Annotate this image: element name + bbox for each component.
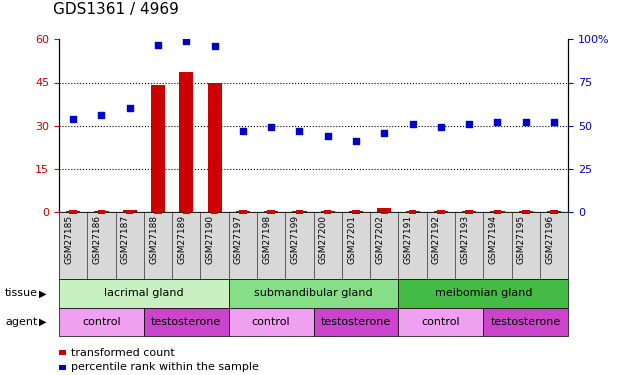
Text: GSM27189: GSM27189 bbox=[178, 215, 186, 264]
Text: control: control bbox=[422, 316, 460, 327]
Point bbox=[465, 121, 474, 127]
Bar bbox=[236, 211, 250, 212]
Point bbox=[125, 105, 135, 111]
Bar bbox=[547, 211, 561, 212]
Bar bbox=[434, 211, 448, 212]
Text: GSM27201: GSM27201 bbox=[347, 215, 356, 264]
Point bbox=[153, 42, 163, 48]
Text: GSM27199: GSM27199 bbox=[291, 215, 299, 264]
Text: lacrimal gland: lacrimal gland bbox=[104, 288, 184, 298]
Bar bbox=[207, 82, 222, 212]
Text: testosterone: testosterone bbox=[151, 316, 222, 327]
Bar bbox=[264, 211, 278, 212]
Text: GSM27190: GSM27190 bbox=[206, 215, 215, 264]
Point bbox=[436, 124, 446, 130]
Point bbox=[238, 128, 248, 134]
Point bbox=[68, 116, 78, 122]
Bar bbox=[320, 211, 335, 212]
Text: percentile rank within the sample: percentile rank within the sample bbox=[71, 363, 260, 372]
Text: GSM27185: GSM27185 bbox=[64, 215, 73, 264]
Bar bbox=[378, 209, 391, 212]
Bar bbox=[123, 210, 137, 212]
Text: GSM27196: GSM27196 bbox=[545, 215, 554, 264]
Text: GSM27191: GSM27191 bbox=[404, 215, 412, 264]
Text: GDS1361 / 4969: GDS1361 / 4969 bbox=[53, 2, 179, 17]
Text: control: control bbox=[82, 316, 120, 327]
Point bbox=[96, 112, 106, 118]
Point bbox=[407, 121, 417, 127]
Text: GSM27197: GSM27197 bbox=[234, 215, 243, 264]
Text: ▶: ▶ bbox=[39, 288, 47, 298]
Text: GSM27200: GSM27200 bbox=[319, 215, 328, 264]
Text: GSM27194: GSM27194 bbox=[489, 215, 497, 264]
Point bbox=[351, 138, 361, 144]
Text: transformed count: transformed count bbox=[71, 348, 175, 357]
Bar bbox=[151, 86, 165, 212]
Bar bbox=[491, 211, 504, 212]
Bar bbox=[179, 72, 193, 212]
Text: tissue: tissue bbox=[5, 288, 38, 298]
Bar bbox=[406, 211, 420, 212]
Point bbox=[323, 133, 333, 139]
Text: GSM27195: GSM27195 bbox=[517, 215, 526, 264]
Bar bbox=[462, 211, 476, 212]
Point bbox=[210, 43, 220, 49]
Text: GSM27186: GSM27186 bbox=[93, 215, 101, 264]
Text: GSM27198: GSM27198 bbox=[262, 215, 271, 264]
Bar bbox=[519, 211, 533, 212]
Text: testosterone: testosterone bbox=[321, 316, 391, 327]
Bar bbox=[349, 211, 363, 212]
Text: ▶: ▶ bbox=[39, 316, 47, 327]
Point bbox=[549, 119, 559, 125]
Text: meibomian gland: meibomian gland bbox=[435, 288, 532, 298]
Point bbox=[181, 38, 191, 44]
Point bbox=[379, 129, 389, 135]
Text: GSM27202: GSM27202 bbox=[375, 215, 384, 264]
Point bbox=[266, 124, 276, 130]
Text: agent: agent bbox=[5, 316, 37, 327]
Text: control: control bbox=[252, 316, 291, 327]
Point bbox=[294, 128, 304, 134]
Text: GSM27188: GSM27188 bbox=[149, 215, 158, 264]
Point bbox=[521, 119, 531, 125]
Point bbox=[492, 119, 502, 125]
Bar bbox=[292, 211, 307, 212]
Text: GSM27192: GSM27192 bbox=[432, 215, 441, 264]
Text: testosterone: testosterone bbox=[491, 316, 561, 327]
Bar bbox=[94, 211, 109, 212]
Text: submandibular gland: submandibular gland bbox=[254, 288, 373, 298]
Text: GSM27187: GSM27187 bbox=[120, 215, 130, 264]
Bar bbox=[66, 211, 80, 212]
Text: GSM27193: GSM27193 bbox=[460, 215, 469, 264]
